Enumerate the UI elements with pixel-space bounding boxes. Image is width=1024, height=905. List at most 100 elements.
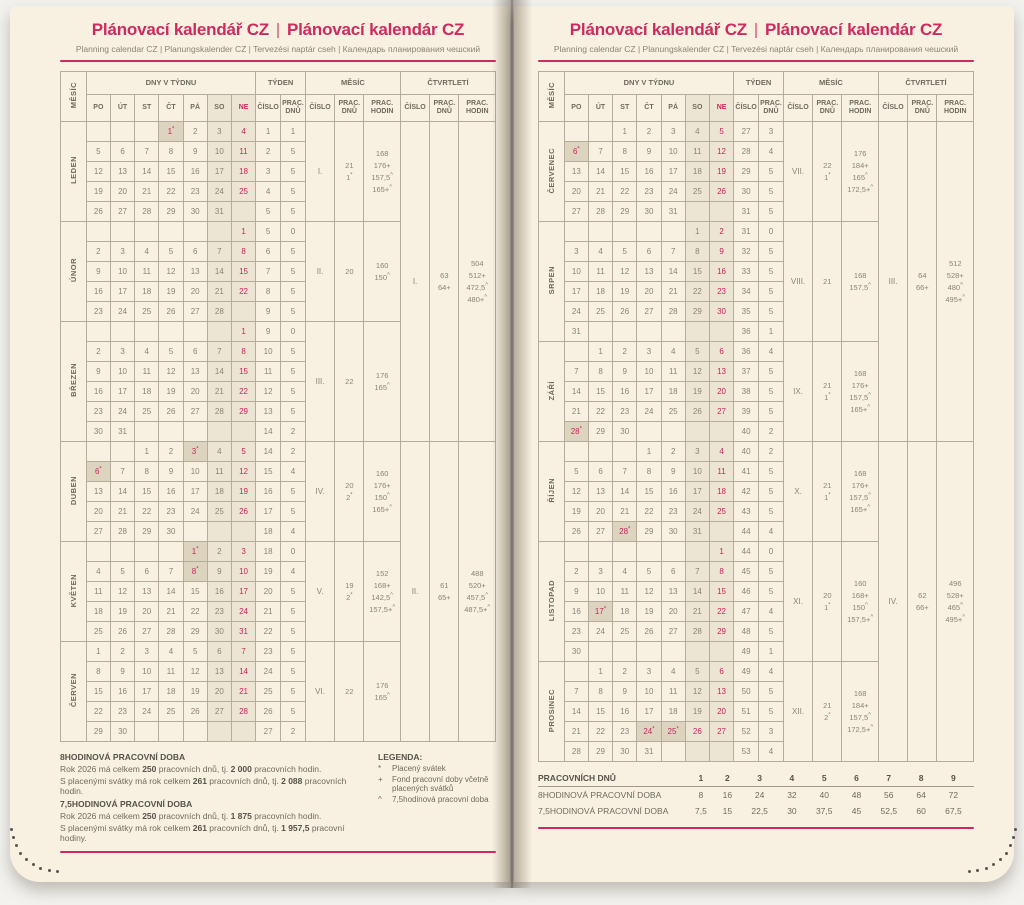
quarter-numeral-cell: IV. bbox=[877, 441, 909, 762]
value-line: 165+^ bbox=[372, 184, 393, 194]
week-workdays-cell: 5 bbox=[758, 461, 784, 482]
day-cell: 11 bbox=[660, 361, 686, 382]
day-cell: 6 bbox=[206, 641, 232, 662]
day-cell: 20 bbox=[708, 701, 735, 722]
quarter-workdays-cell: 62 66+ bbox=[907, 441, 938, 762]
day-cell: 13 bbox=[708, 361, 735, 382]
symbol-sup: ^ bbox=[870, 724, 874, 730]
day-header-ne: NE bbox=[708, 94, 735, 122]
day-cell bbox=[158, 421, 184, 442]
week-workdays-cell: 5 bbox=[280, 261, 306, 282]
day-cell: 27 bbox=[85, 521, 111, 542]
day-cell bbox=[109, 441, 136, 462]
day-cell: 11 bbox=[708, 461, 735, 482]
day-cell: 26 bbox=[158, 301, 184, 322]
day-cell bbox=[684, 201, 710, 222]
day-cell: 31 bbox=[660, 201, 686, 222]
week-row: 26 27 28* 29 30 31 44 4 bbox=[539, 521, 974, 542]
day-cell: 19 bbox=[684, 381, 710, 402]
month-hours-cell: 160 150^ bbox=[363, 221, 401, 322]
day-cell bbox=[587, 541, 614, 562]
week-row: PROSINEC 1 2 3 4 5 6 49 4 XII. 21 2* 168 184+ 157,5^ 17… bbox=[538, 661, 974, 762]
value-line: 21 bbox=[345, 160, 354, 170]
week-number-cell: 31 bbox=[733, 201, 760, 222]
day-cell: 6 bbox=[587, 461, 614, 482]
day-cell: 19 bbox=[85, 181, 111, 202]
month-numeral-cell: VIII. bbox=[782, 221, 814, 342]
week-workdays-cell: 0 bbox=[280, 321, 306, 342]
day-cell: 24* bbox=[636, 721, 662, 742]
day-cell: 19 bbox=[612, 281, 638, 302]
value-line: 496 bbox=[948, 578, 962, 588]
legend-item: ^ 7,5hodinová pracovní doba bbox=[378, 795, 496, 804]
week-row: 22 23 24 25 26 27 28 26 5 bbox=[61, 701, 496, 722]
month-workdays-cell: 20 bbox=[334, 221, 365, 322]
day-cell: 6* bbox=[563, 141, 589, 162]
wd-col-header: 7 bbox=[886, 773, 892, 783]
day-cell: 21 bbox=[109, 501, 136, 522]
day-cell: 26 bbox=[182, 701, 208, 722]
day-cell: 21 bbox=[158, 601, 184, 622]
day-header-po: PO bbox=[85, 94, 111, 122]
day-cell: 4 bbox=[85, 561, 111, 582]
week-number-cell: 47 bbox=[733, 601, 760, 622]
symbol-sup: * bbox=[196, 446, 199, 453]
week-workdays-cell: 4 bbox=[758, 601, 784, 622]
note-segment: Rok 2026 má celkem bbox=[60, 811, 143, 821]
day-cell: 5 bbox=[158, 341, 184, 362]
week-workdays-cell: 5 bbox=[280, 141, 306, 162]
day-cell: 17 bbox=[230, 581, 257, 602]
value-line: 2* bbox=[824, 712, 831, 722]
day-cell: 21 bbox=[660, 281, 686, 302]
day-cell: 28 bbox=[587, 201, 614, 222]
day-cell: 12 bbox=[612, 261, 638, 282]
week-workdays-cell: 5 bbox=[280, 681, 306, 702]
week-number-cell: 39 bbox=[733, 401, 760, 422]
day-cell: 4 bbox=[206, 441, 232, 462]
day-cell: 8 bbox=[230, 341, 257, 362]
value-line: 64 bbox=[918, 270, 927, 280]
day-cell: 2 bbox=[660, 441, 686, 462]
day-cell bbox=[109, 121, 136, 142]
note-line: S placenými svátky má rok celkem 261 pra… bbox=[60, 823, 366, 843]
quarter-workdays-header: PRAC. DNŮ bbox=[907, 94, 938, 122]
week-number-cell: 5 bbox=[255, 201, 282, 222]
day-cell: 3 bbox=[563, 241, 589, 262]
quarter-hours-header: PRAC. HODIN bbox=[458, 94, 496, 122]
day-cell: 3 bbox=[109, 241, 136, 262]
week-row: 12 13 14 15 16 17 18 42 5 bbox=[539, 481, 974, 502]
week-row: 2 3 4 5 6 7 8 10 5 bbox=[61, 341, 496, 362]
day-cell: 22 bbox=[612, 181, 638, 202]
day-cell bbox=[636, 541, 662, 562]
day-cell: 17 bbox=[563, 281, 589, 302]
note-segment: 2 000 bbox=[230, 764, 252, 774]
day-cell: 1* bbox=[158, 121, 184, 142]
week-workdays-cell: 5 bbox=[280, 501, 306, 522]
quarter-numeral-cell: II. bbox=[399, 441, 431, 742]
value-line: 480^ bbox=[947, 282, 963, 292]
day-cell: 7 bbox=[206, 241, 232, 262]
day-cell: 27 bbox=[563, 201, 589, 222]
month-name: SRPEN bbox=[538, 221, 565, 342]
value-line: 22 bbox=[345, 376, 354, 386]
month-numeral-cell: IX. bbox=[782, 341, 814, 442]
footer-rule-right bbox=[538, 827, 974, 829]
day-cell: 22 bbox=[230, 281, 257, 302]
quarter-hours-cell: 512 528+ 480^ 495+^ bbox=[936, 121, 974, 442]
value-line: 63 bbox=[440, 270, 449, 280]
day-header-čt: ČT bbox=[636, 94, 662, 122]
legend-text: 7,5hodinová pracovní doba bbox=[392, 795, 489, 804]
day-cell: 10 bbox=[206, 141, 232, 162]
day-cell: 29 bbox=[85, 721, 111, 742]
day-cell: 15 bbox=[158, 161, 184, 182]
week-workdays-cell: 5 bbox=[758, 241, 784, 262]
day-cell: 24 bbox=[563, 301, 589, 322]
day-cell: 21 bbox=[206, 281, 232, 302]
month-hours-header: PRAC. HODIN bbox=[841, 94, 879, 122]
day-cell: 3 bbox=[134, 641, 160, 662]
day-cell: 27 bbox=[708, 401, 735, 422]
day-cell: 20 bbox=[182, 281, 208, 302]
day-cell: 14 bbox=[158, 581, 184, 602]
symbol-sup: * bbox=[99, 466, 102, 473]
wd-value-cell: 72 bbox=[948, 790, 959, 800]
